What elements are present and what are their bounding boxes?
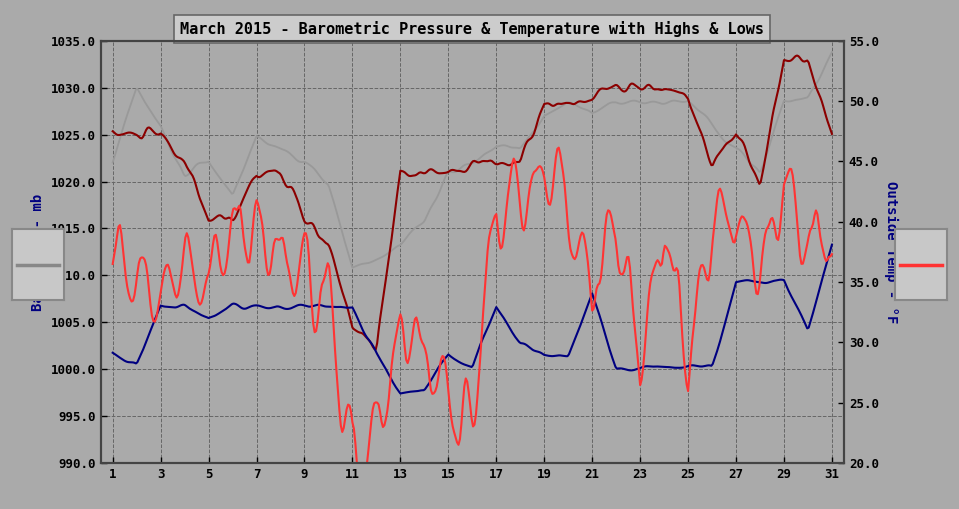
Title: March 2015 - Barometric Pressure & Temperature with Highs & Lows: March 2015 - Barometric Pressure & Tempe…	[180, 21, 764, 37]
Y-axis label: Outside Temp - °F: Outside Temp - °F	[884, 181, 899, 323]
Y-axis label: Barometer - mb: Barometer - mb	[32, 193, 45, 310]
